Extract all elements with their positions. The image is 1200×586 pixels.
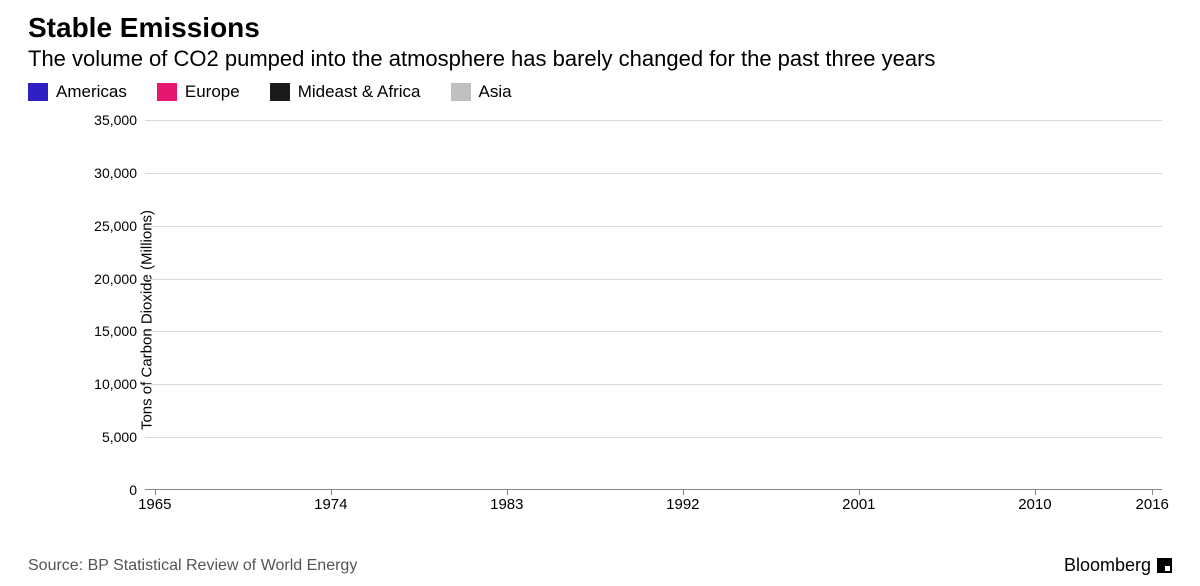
brand-icon <box>1157 558 1172 573</box>
chart-area: Tons of Carbon Dioxide (Millions) 05,000… <box>93 120 1162 520</box>
source-text: Source: BP Statistical Review of World E… <box>28 557 357 575</box>
grid-line <box>145 331 1162 332</box>
chart-title: Stable Emissions <box>28 12 1172 44</box>
x-tick-label: 1965 <box>138 496 171 513</box>
grid-line <box>145 384 1162 385</box>
x-tick-mark <box>331 490 332 495</box>
plot-area: 05,00010,00015,00020,00025,00030,00035,0… <box>145 120 1162 490</box>
x-tick-label: 2001 <box>842 496 875 513</box>
x-tick-mark <box>1152 490 1153 495</box>
y-tick-label: 20,000 <box>94 271 137 287</box>
y-tick-label: 25,000 <box>94 218 137 234</box>
y-tick-label: 35,000 <box>94 112 137 128</box>
legend-item: Americas <box>28 82 127 102</box>
legend-swatch <box>451 83 471 101</box>
legend: Americas Europe Mideast & Africa Asia <box>28 82 1172 102</box>
y-tick-label: 15,000 <box>94 323 137 339</box>
grid-line <box>145 173 1162 174</box>
x-tick-mark <box>683 490 684 495</box>
grid-line <box>145 279 1162 280</box>
y-tick-label: 5,000 <box>102 429 137 445</box>
x-tick-mark <box>507 490 508 495</box>
legend-label: Asia <box>479 82 512 102</box>
x-tick-label: 1992 <box>666 496 699 513</box>
legend-swatch <box>270 83 290 101</box>
x-tick-mark <box>859 490 860 495</box>
brand-label: Bloomberg <box>1064 555 1172 576</box>
legend-label: Europe <box>185 82 240 102</box>
grid-line <box>145 226 1162 227</box>
chart-subtitle: The volume of CO2 pumped into the atmosp… <box>28 46 1172 72</box>
grid-line <box>145 120 1162 121</box>
grid-line <box>145 437 1162 438</box>
brand-text: Bloomberg <box>1064 555 1151 576</box>
y-tick-label: 30,000 <box>94 165 137 181</box>
legend-item: Mideast & Africa <box>270 82 421 102</box>
bars-container <box>145 120 1162 490</box>
x-tick-mark <box>155 490 156 495</box>
legend-item: Europe <box>157 82 240 102</box>
x-axis-ticks: 1965197419831992200120102016 <box>145 490 1162 520</box>
x-tick-label: 2016 <box>1136 496 1169 513</box>
legend-swatch <box>157 83 177 101</box>
y-tick-label: 10,000 <box>94 376 137 392</box>
legend-swatch <box>28 83 48 101</box>
x-tick-mark <box>1035 490 1036 495</box>
legend-label: Americas <box>56 82 127 102</box>
legend-label: Mideast & Africa <box>298 82 421 102</box>
legend-item: Asia <box>451 82 512 102</box>
x-tick-label: 1983 <box>490 496 523 513</box>
x-tick-label: 2010 <box>1018 496 1051 513</box>
x-tick-label: 1974 <box>314 496 347 513</box>
y-tick-label: 0 <box>129 482 137 498</box>
